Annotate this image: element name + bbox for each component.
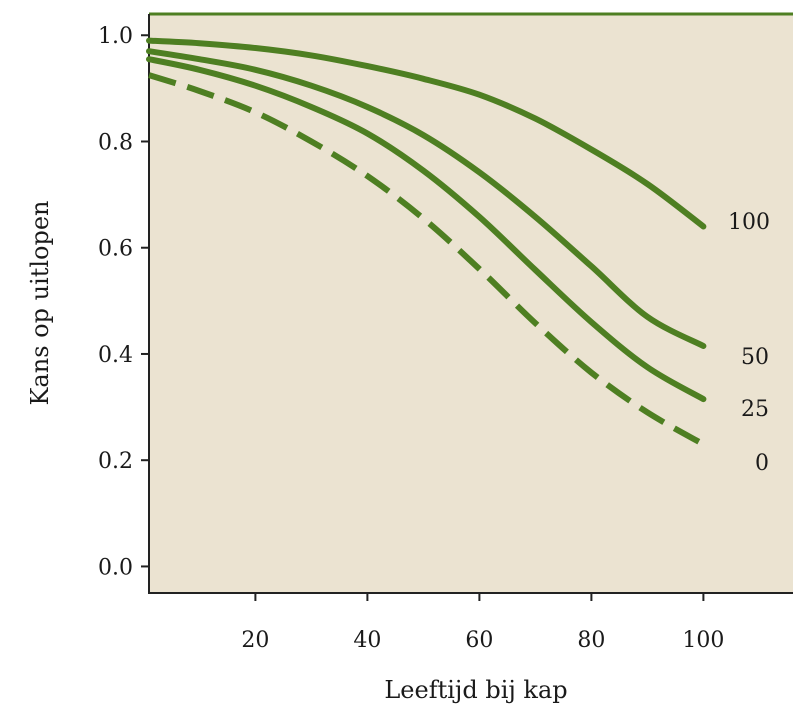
y-tick-label: 0.4 [98, 343, 133, 368]
x-ticks: 20 40 60 80 100 [241, 593, 724, 653]
series-label-50: 50 [741, 345, 769, 370]
y-ticks: 0.0 0.2 0.4 0.6 0.8 1.0 [98, 24, 149, 580]
y-tick-label: 1.0 [98, 24, 133, 49]
series-label-25: 25 [741, 397, 769, 422]
x-axis-label: Leeftijd bij kap [384, 676, 567, 704]
y-tick-label: 0.6 [98, 237, 133, 262]
series-labels: 100 50 25 0 [728, 210, 770, 476]
series-line-25 [146, 56, 707, 403]
series-line-100 [146, 37, 707, 230]
series-line-50 [146, 48, 707, 349]
x-tick-label: 80 [577, 628, 605, 653]
x-tick-label: 40 [353, 628, 381, 653]
series-label-100: 100 [728, 210, 770, 235]
y-axis-label: Kans op uitlopen [26, 200, 54, 405]
plot-background [149, 14, 793, 593]
x-tick-label: 60 [465, 628, 493, 653]
series-line-0 [148, 72, 705, 447]
y-tick-label: 0.8 [98, 130, 133, 155]
y-tick-label: 0.0 [98, 555, 133, 580]
series-lines [146, 37, 707, 447]
x-tick-label: 20 [241, 628, 269, 653]
y-tick-label: 0.2 [98, 449, 133, 474]
series-label-0: 0 [755, 451, 769, 476]
x-tick-label: 100 [682, 628, 724, 653]
